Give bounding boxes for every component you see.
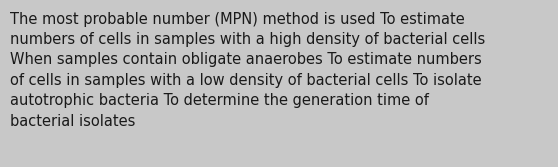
Text: The most probable number (MPN) method is used To estimate
numbers of cells in sa: The most probable number (MPN) method is…	[10, 12, 485, 129]
